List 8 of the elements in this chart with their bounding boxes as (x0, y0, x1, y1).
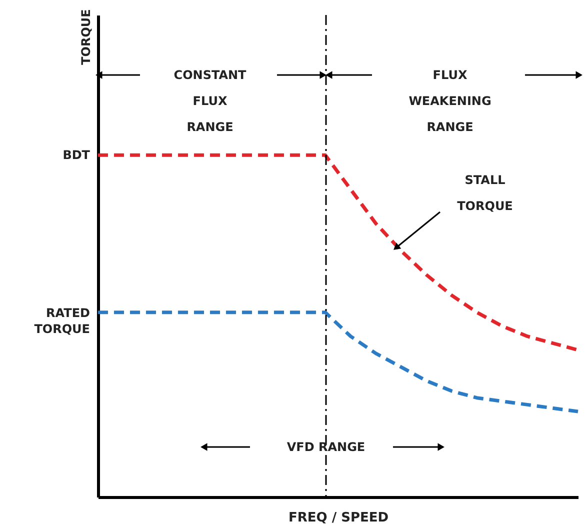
text: TORQUE (79, 9, 93, 65)
annotation: VFD RANGE (286, 440, 366, 454)
text: RATED TORQUE (34, 306, 90, 336)
text: CONSTANT FLUX RANGE (174, 68, 248, 134)
annotation: STALL TORQUE (457, 173, 513, 213)
text: FLUX WEAKENING RANGE (408, 68, 492, 134)
text: BDT (62, 148, 91, 162)
x-axis-title: FREQ / SPEED (288, 510, 389, 526)
